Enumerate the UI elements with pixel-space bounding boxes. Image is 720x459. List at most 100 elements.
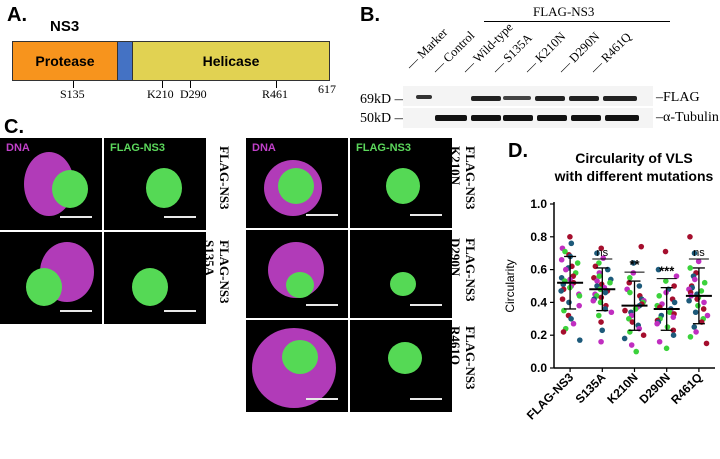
protein-end: 617 [318,82,336,96]
data-point [602,289,609,296]
panel-b-letter: B. [360,4,380,26]
x-tick-label: K210N [604,370,640,406]
row-label: FLAG-NS3 S135A [202,240,232,304]
data-point [560,329,567,335]
helicase-label: Helicase [202,53,260,69]
data-point [567,234,573,240]
data-point [566,299,572,306]
significance-label: *** [659,264,675,279]
panel-d-letter: D. [508,140,528,162]
vls-inclusion [388,342,422,374]
data-point [590,297,597,304]
data-point [704,312,711,319]
data-point [626,316,632,322]
y-tick-label: 0.0 [530,361,547,375]
data-point [640,332,647,338]
row-label: FLAG-NS3 [217,146,232,210]
data-point [654,320,660,327]
data-point [627,289,633,296]
data-point [671,283,677,289]
data-point [687,234,693,240]
image-dna-merge: DNA [246,138,348,228]
site-label: R461 [262,87,289,101]
y-tick-label: 1.0 [530,197,547,211]
channel-label: FLAG-NS3 [110,142,165,154]
data-point [655,266,662,273]
x-tick-label: R461Q [668,370,705,407]
mw-label: 69kD — [360,92,409,107]
band [569,96,599,101]
scale-bar [164,216,196,218]
data-point [568,316,574,322]
image-dna-merge: DNA [0,138,102,230]
x-tick-label: D290N [637,370,673,406]
band [471,96,501,101]
image-flag: FLAG-NS3 [104,138,206,230]
panel-a-letter: A. [7,4,27,26]
data-point [700,306,707,312]
data-point [594,250,600,256]
band-label: –α-Tubulin [656,110,719,125]
site-tick [190,81,191,88]
data-point [607,279,613,286]
scale-bar [60,216,92,218]
data-point [636,283,643,289]
band [537,115,567,121]
band [605,115,639,121]
image-flag [104,232,206,324]
site-tick [73,81,74,88]
chart-title: Circularity of VLS with different mutati… [554,150,714,184]
data-point [576,293,583,299]
data-point [630,270,637,276]
data-point [596,273,603,279]
image-dna-merge [246,230,348,318]
data-point [687,265,693,271]
significance-label: ns [596,247,608,259]
data-point [664,324,671,330]
y-tick-label: 0.6 [530,263,547,277]
data-point [670,314,677,320]
data-point [663,345,670,352]
data-point [596,260,602,266]
mw-label: 50kD — [360,111,409,126]
image-flag [350,320,452,412]
data-point [670,332,677,338]
data-point [673,273,680,279]
data-point [558,288,564,294]
vls-inclusion [282,340,318,374]
site-label: K210 [147,87,174,101]
channel-label: FLAG-NS3 [356,142,411,154]
data-point [562,248,568,255]
data-point [598,338,604,345]
y-tick-label: 0.8 [530,230,547,244]
data-point [698,288,705,294]
image-flag [350,230,452,318]
data-point [691,250,698,256]
vls-inclusion [146,168,182,208]
image-flag: FLAG-NS3 [350,138,452,228]
data-point [568,240,575,247]
data-point [629,319,636,325]
helicase-domain: Helicase [132,41,330,81]
data-point [671,299,678,306]
scale-bar [306,398,338,400]
significance-label: ns [693,247,705,259]
band [503,115,533,121]
data-point [703,340,710,347]
significance-label: ** [629,257,640,272]
channel-label: DNA [252,142,276,154]
data-point [632,306,639,312]
vls-inclusion [26,268,62,306]
site-label: S135 [60,87,85,101]
image-dna-merge [0,232,102,324]
protease-domain: Protease [12,41,118,81]
band [535,96,565,101]
group-line [484,21,670,22]
vls-inclusion [386,168,420,204]
data-point [576,337,583,343]
data-point [594,278,600,284]
data-point [621,335,628,342]
data-point [670,327,677,334]
band [571,115,601,121]
y-tick-label: 0.2 [530,328,547,342]
